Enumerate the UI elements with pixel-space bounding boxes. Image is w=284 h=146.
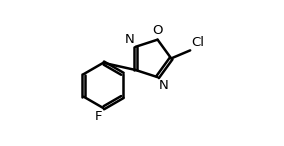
Text: N: N [159,79,168,92]
Text: O: O [152,24,163,37]
Text: N: N [125,33,134,46]
Text: Cl: Cl [192,36,205,49]
Text: F: F [95,110,103,123]
